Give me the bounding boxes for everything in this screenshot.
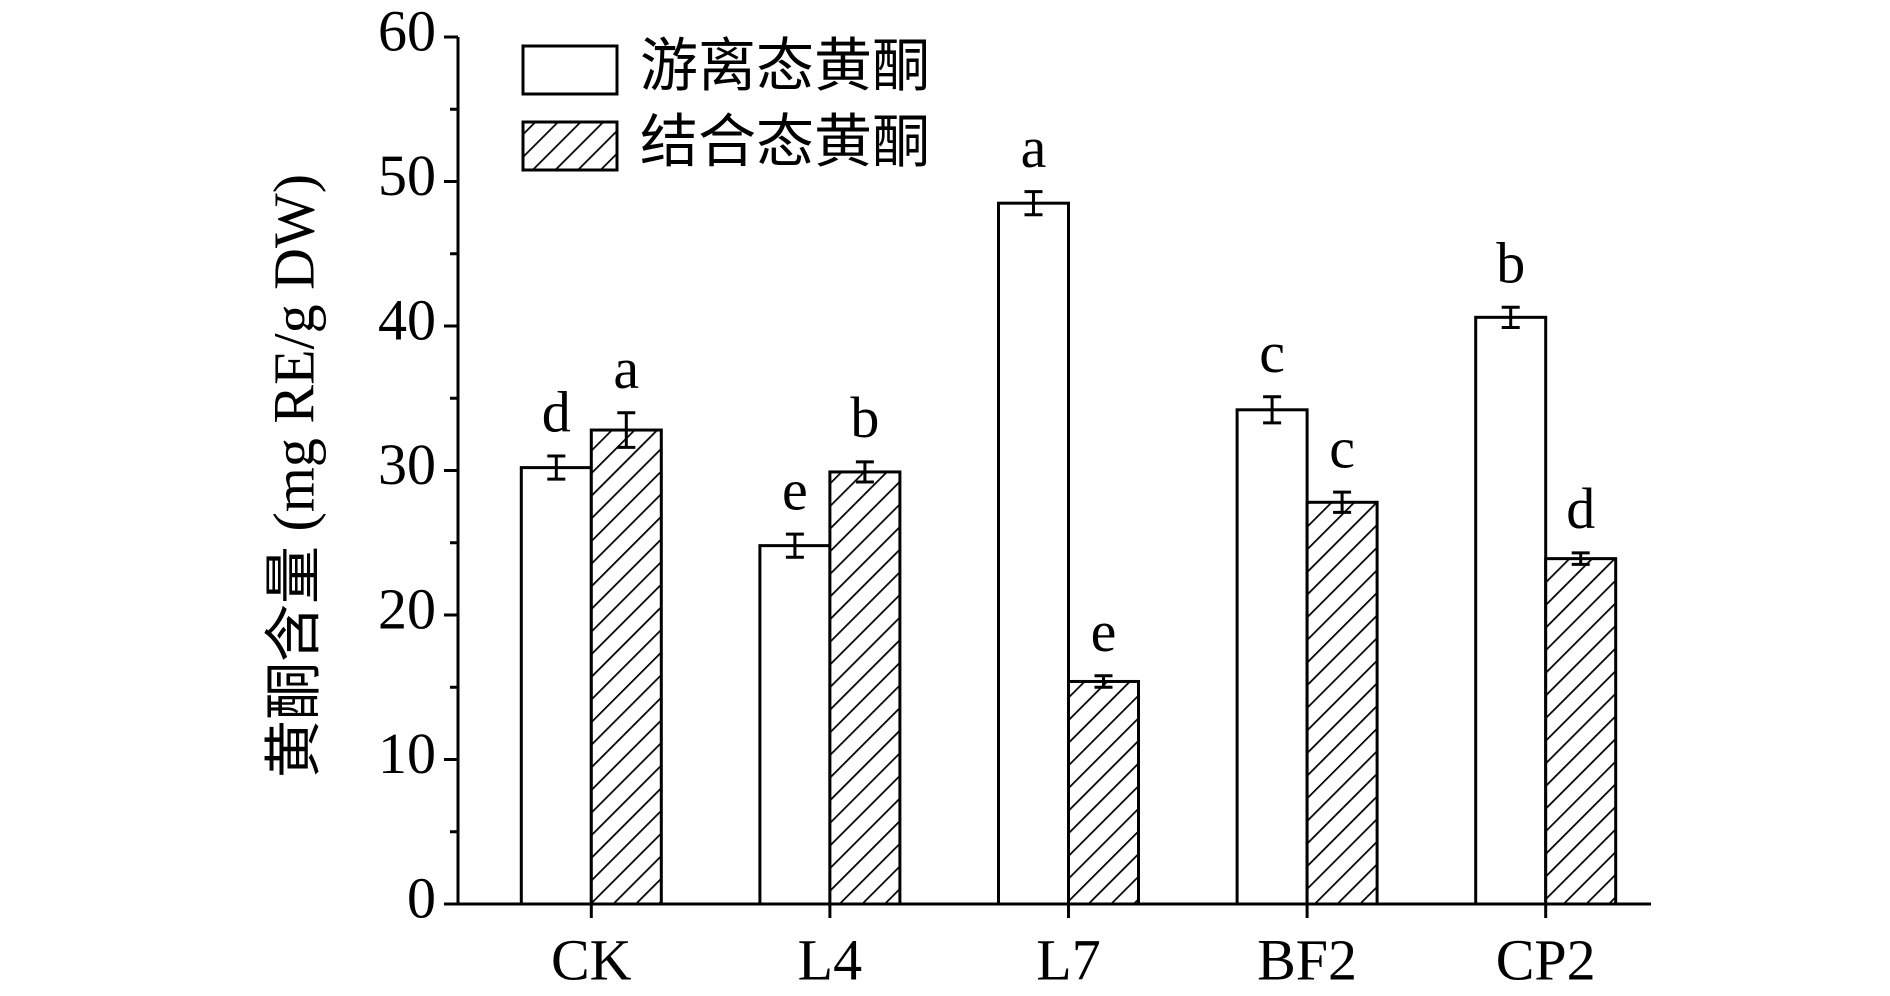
bar [1474,315,1548,906]
x-tick-label: L7 [1036,927,1100,992]
bar [589,428,663,906]
y-tick-label: 0 [407,865,436,930]
significance-letter: a [613,336,639,401]
legend-label: 游离态黄酮 [640,33,930,98]
legend-swatch [521,120,619,172]
bar [1067,679,1140,906]
y-tick-label: 60 [378,0,436,63]
significance-letter: e [1091,599,1117,664]
x-tick-label: L4 [798,927,862,992]
significance-letter: b [850,385,879,450]
y-tick-label: 10 [378,721,436,786]
bar [758,544,832,906]
x-tick-label: CK [551,927,632,992]
bar [519,466,593,906]
significance-letter: c [1329,415,1355,480]
y-tick-label: 20 [378,576,436,641]
bar [828,470,902,906]
bar [997,201,1070,906]
significance-letter: d [1566,476,1595,541]
y-tick-label: 40 [378,287,436,352]
bar [1235,408,1309,906]
bar [1305,500,1379,906]
significance-letter: c [1259,320,1285,385]
legend-label: 结合态黄酮 [640,109,930,174]
y-axis-label: 黄酮含量 (mg RE/g DW) [261,174,326,778]
significance-letter: e [782,457,808,522]
significance-letter: d [542,379,571,444]
y-tick-label: 30 [378,432,436,497]
legend-swatch [521,44,619,96]
significance-letter: b [1496,231,1525,296]
y-tick-label: 50 [378,143,436,208]
significance-letter: a [1021,115,1047,180]
x-tick-label: BF2 [1257,927,1357,992]
x-tick-label: CP2 [1496,927,1596,992]
bar [1544,557,1618,906]
